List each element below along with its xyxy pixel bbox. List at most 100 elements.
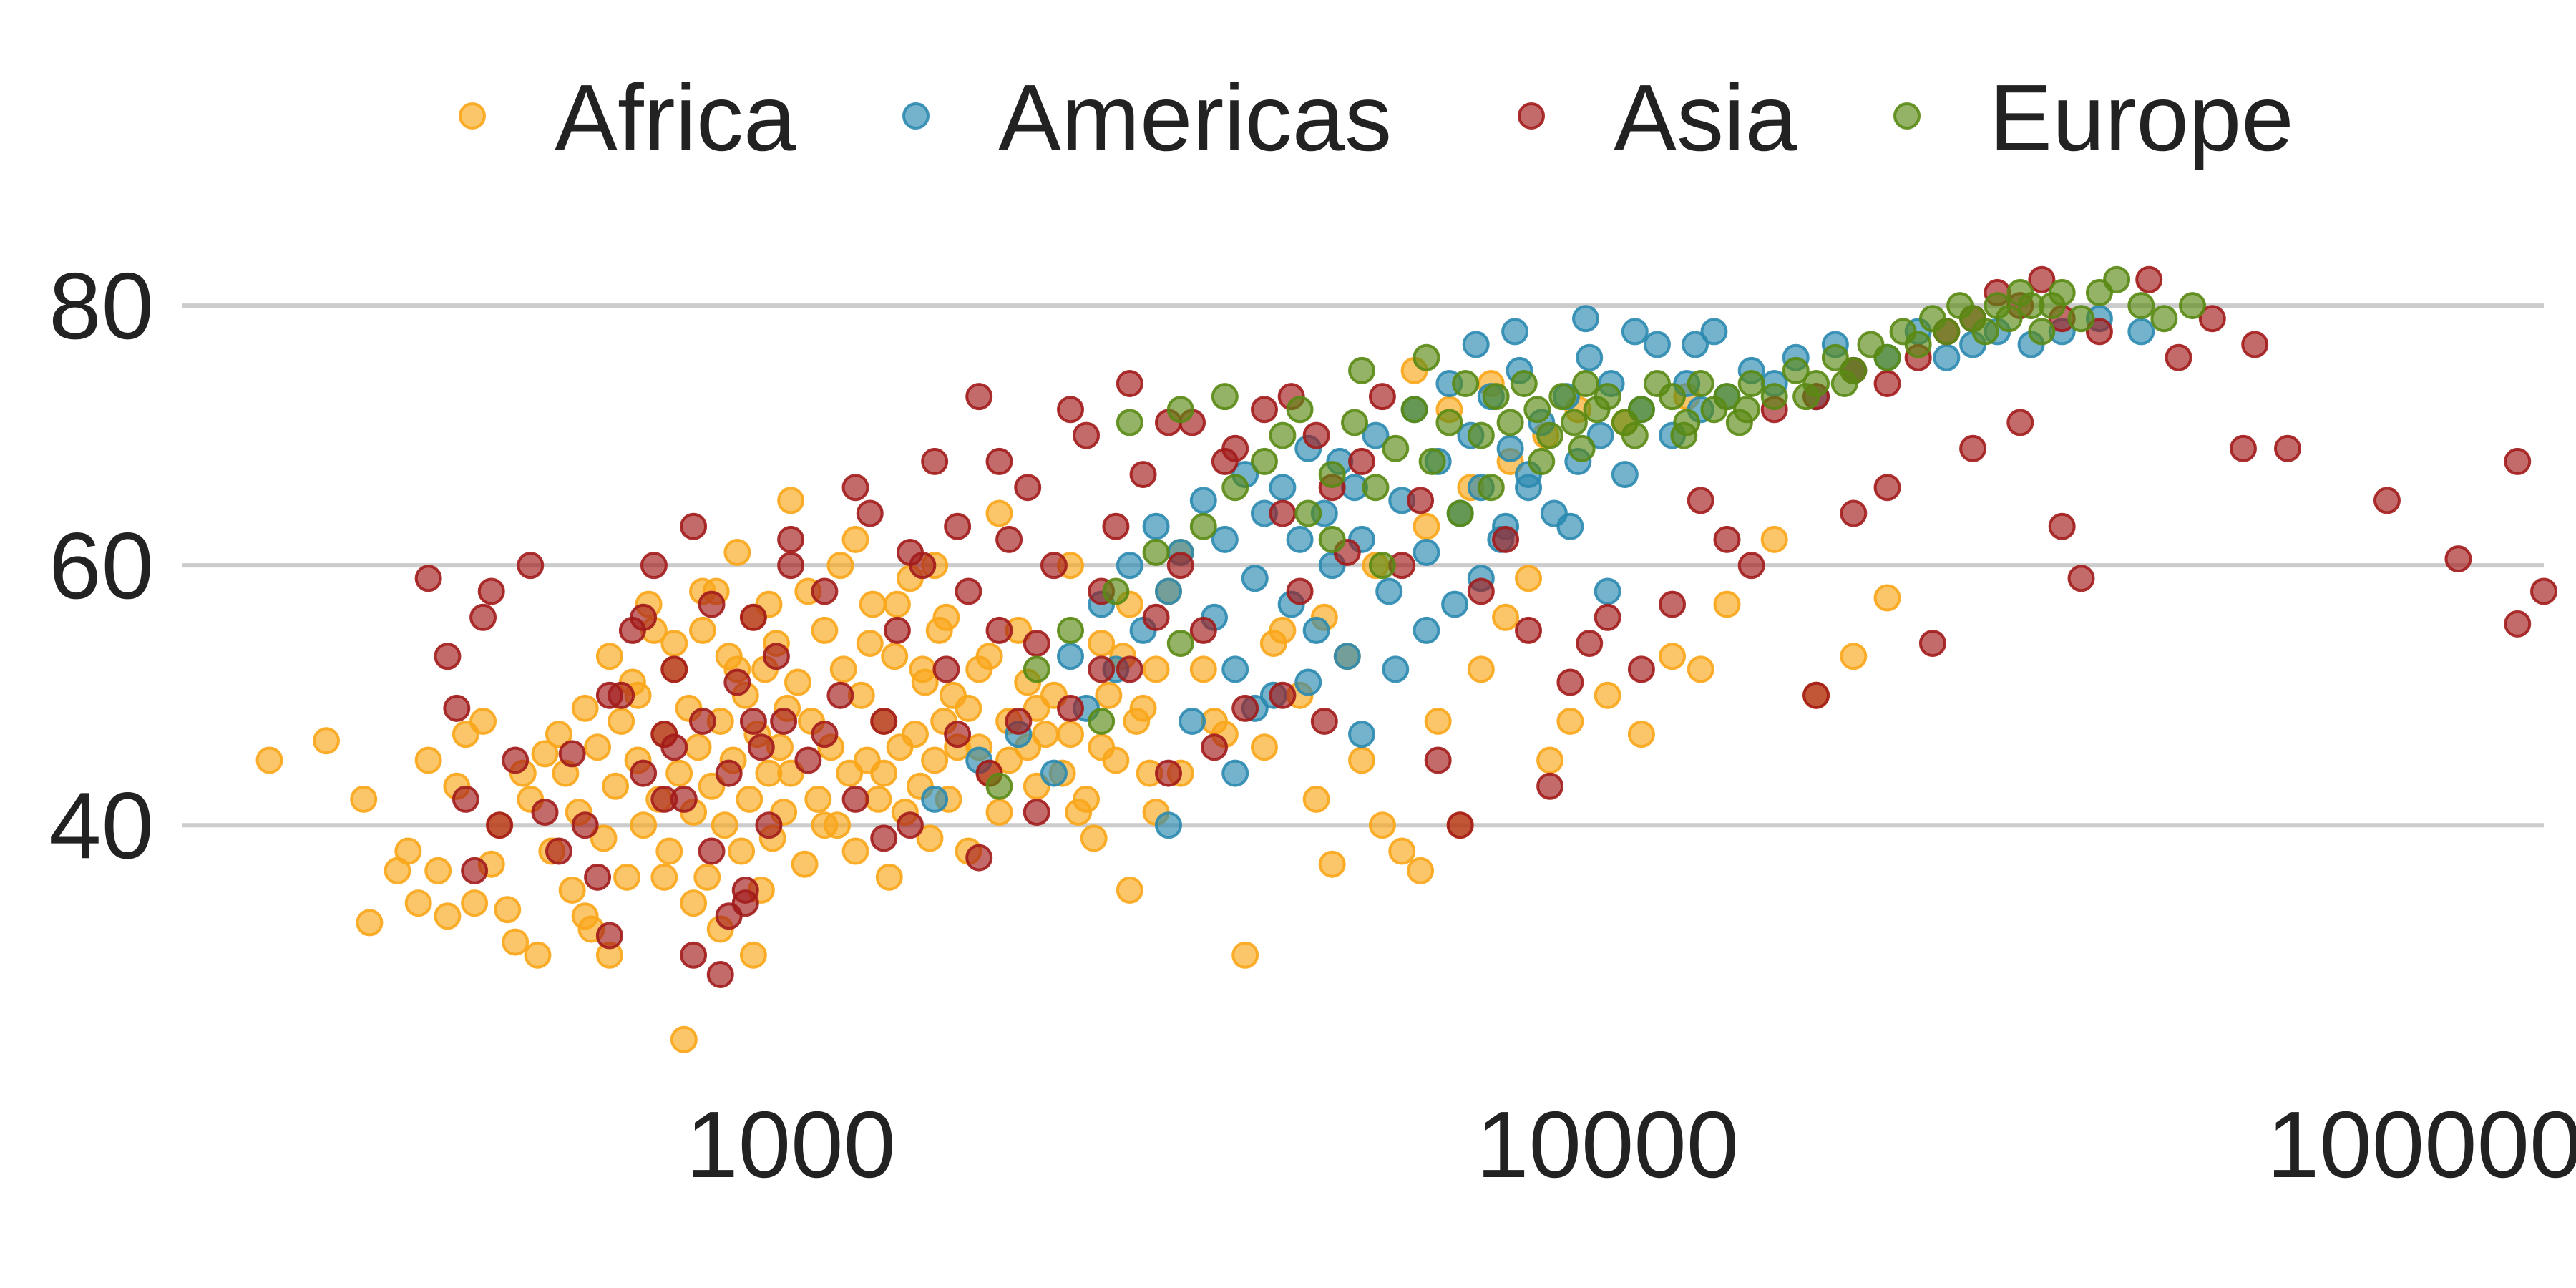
- point-asia-52: [995, 525, 1023, 553]
- point-americas-79: [1382, 655, 1410, 683]
- point-americas-11: [1154, 577, 1182, 605]
- point-americas-92: [1621, 318, 1649, 346]
- point-europe-2: [1102, 577, 1130, 605]
- point-africa-149: [777, 487, 805, 514]
- point-africa-133: [1424, 708, 1452, 735]
- point-asia-56: [1040, 552, 1068, 580]
- point-americas-81: [1441, 590, 1469, 618]
- point-asia-85: [1556, 668, 1584, 696]
- point-asia-130: [1088, 655, 1116, 683]
- point-europe-22: [1523, 396, 1551, 424]
- point-europe-57: [2028, 318, 2056, 346]
- point-europe-16: [1435, 409, 1463, 436]
- point-africa-16: [494, 896, 522, 924]
- point-europe-17: [1452, 370, 1480, 397]
- point-europe-11: [1341, 409, 1369, 436]
- point-americas-84: [1515, 474, 1543, 502]
- point-asia-70: [1269, 499, 1297, 527]
- point-europe-19: [1482, 383, 1510, 411]
- point-europe-59: [2048, 278, 2076, 306]
- point-asia-11: [545, 837, 572, 865]
- point-europe-70: [1318, 525, 1346, 553]
- point-africa-139: [1556, 708, 1584, 735]
- point-europe-68: [1413, 343, 1440, 371]
- point-asia-122: [2504, 610, 2532, 638]
- point-asia-33: [762, 643, 790, 670]
- y-tick-label-80: 80: [49, 253, 154, 358]
- point-africa-136: [1492, 603, 1520, 631]
- point-asia-148: [1116, 370, 1143, 397]
- y-tick-label-40: 40: [49, 773, 154, 878]
- point-europe-42: [1821, 343, 1849, 371]
- point-asia-117: [2067, 565, 2095, 592]
- point-africa-147: [1840, 643, 1868, 670]
- point-africa-50: [693, 863, 721, 891]
- point-asia-0: [414, 565, 442, 592]
- legend-label-africa: Africa: [555, 65, 796, 170]
- point-asia-86: [1576, 630, 1604, 658]
- point-africa-17: [502, 928, 530, 956]
- point-africa-141: [1627, 721, 1655, 748]
- point-asia-27: [715, 759, 743, 787]
- legend-item-asia: Asia: [1518, 65, 1797, 170]
- point-asia-32: [755, 811, 783, 839]
- point-asia-102: [2028, 265, 2056, 293]
- point-africa-123: [1250, 733, 1278, 761]
- point-asia-120: [2444, 545, 2472, 573]
- point-europe-65: [2178, 292, 2206, 320]
- point-africa-8: [424, 857, 452, 884]
- point-asia-54: [1014, 474, 1042, 502]
- point-africa-5: [394, 837, 422, 865]
- point-americas-8: [1116, 552, 1143, 580]
- point-asia-142: [698, 590, 726, 618]
- point-europe-39: [1760, 383, 1788, 411]
- point-europe-13: [1382, 434, 1410, 462]
- point-africa-148: [1873, 584, 1901, 612]
- point-asia-55: [1023, 630, 1050, 658]
- point-africa-122: [1231, 941, 1259, 969]
- point-africa-32: [602, 772, 630, 800]
- point-asia-13: [571, 811, 599, 839]
- point-asia-81: [1467, 577, 1495, 605]
- point-asia-146: [985, 447, 1013, 475]
- point-europe-71: [1368, 552, 1396, 580]
- point-asia-36: [794, 746, 822, 774]
- point-asia-128: [1310, 708, 1338, 735]
- point-africa-87: [875, 863, 903, 891]
- point-asia-131: [870, 824, 898, 852]
- point-europe-69: [1166, 396, 1194, 424]
- point-africa-132: [1407, 857, 1435, 884]
- point-asia-38: [826, 681, 854, 709]
- point-africa-135: [1467, 655, 1495, 683]
- point-africa-120: [1189, 655, 1217, 683]
- point-europe-26: [1571, 370, 1599, 397]
- point-europe-1: [1057, 616, 1085, 644]
- point-asia-37: [811, 577, 839, 605]
- point-asia-8: [502, 746, 530, 774]
- point-africa-72: [784, 668, 811, 696]
- x-tick-label-100000: 100000: [2267, 1092, 2576, 1197]
- point-asia-105: [2135, 265, 2163, 293]
- point-africa-183: [660, 630, 688, 658]
- point-africa-9: [434, 902, 462, 930]
- point-asia-5: [469, 603, 497, 631]
- point-europe-7: [1250, 447, 1278, 475]
- point-asia-7: [486, 811, 514, 839]
- point-asia-21: [660, 655, 688, 683]
- point-asia-71: [1286, 577, 1314, 605]
- point-asia-53: [1005, 708, 1033, 735]
- legend-label-americas: Americas: [998, 65, 1392, 170]
- point-asia-49: [965, 383, 993, 411]
- point-africa-2: [350, 785, 378, 813]
- point-africa-25: [558, 877, 586, 904]
- data-points: [255, 265, 2557, 1053]
- point-europe-64: [2150, 305, 2178, 333]
- point-asia-143: [595, 681, 623, 709]
- point-africa-181: [571, 902, 599, 930]
- point-africa-131: [1388, 837, 1416, 865]
- point-africa-6: [404, 889, 432, 917]
- point-europe-38: [1737, 370, 1765, 397]
- point-asia-12: [558, 740, 586, 768]
- point-africa-160: [1088, 733, 1116, 761]
